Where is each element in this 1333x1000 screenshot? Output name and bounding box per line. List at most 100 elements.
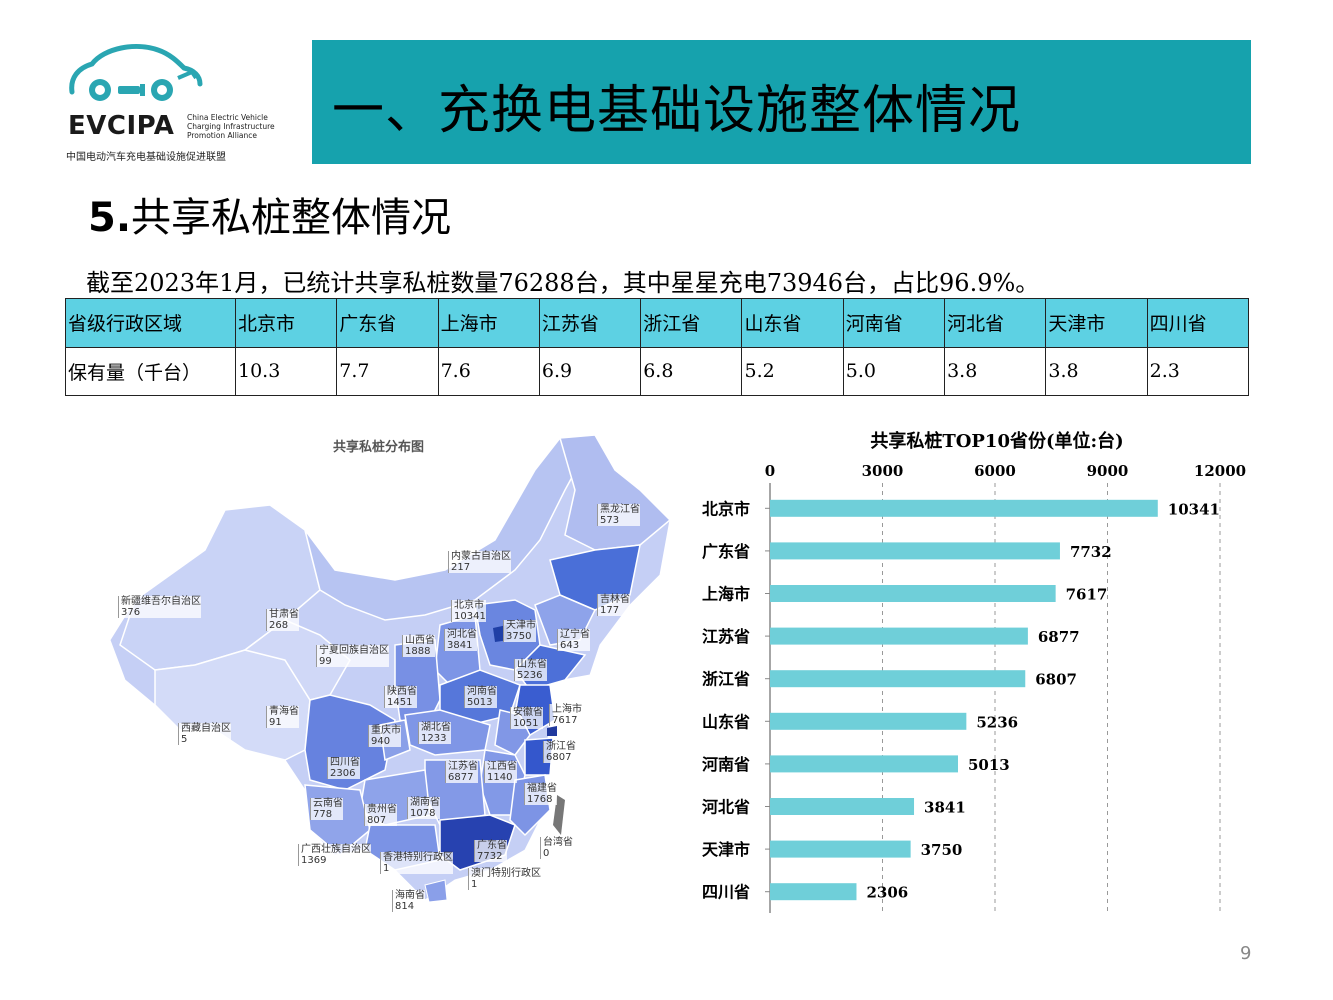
map-label-name: 海南省	[395, 890, 425, 901]
evcipa-logo: EVCIPA China Electric Vehicle Charging I…	[60, 38, 280, 168]
map-label-value: 1078	[410, 808, 436, 819]
map-label-fujian: 福建省 1768	[524, 783, 557, 805]
map-label-name: 河北省	[447, 629, 477, 640]
bar	[770, 840, 911, 858]
map-label-value: 940	[371, 736, 391, 747]
map-label-value: 1451	[387, 697, 413, 708]
map-label-liaoning: 辽宁省 643	[557, 629, 590, 651]
map-label-value: 268	[269, 620, 289, 631]
table-cell: 6.9	[538, 346, 642, 396]
logo-english-name: China Electric Vehicle Charging Infrastr…	[187, 113, 282, 140]
map-label-hubei: 湖北省 1233	[418, 722, 451, 744]
map-label-gansu: 甘肃省 268	[266, 609, 299, 631]
x-tick-label: 6000	[974, 462, 1016, 480]
chart-title: 共享私桩TOP10省份(单位:台)	[870, 430, 1123, 452]
map-label-name: 福建省	[527, 783, 557, 794]
table-cell: 5.2	[741, 346, 844, 396]
x-tick-label: 9000	[1087, 462, 1129, 480]
map-label-value: 7617	[552, 715, 578, 726]
map-label-taiwan: 台湾省 0	[540, 837, 573, 859]
map-label-inner-mongolia: 内蒙古自治区 217	[448, 551, 511, 573]
map-label-jiangsu: 江苏省 6877	[445, 761, 478, 783]
data-label: 6807	[1035, 671, 1077, 689]
map-label-zhejiang: 浙江省 6807	[543, 741, 576, 763]
x-tick-label: 3000	[862, 462, 904, 480]
data-label: 2306	[866, 884, 908, 902]
map-label-value: 807	[367, 815, 387, 826]
map-label-name: 上海市	[552, 704, 582, 715]
map-label-jilin: 吉林省 177	[597, 594, 630, 616]
map-label-hongkong: 香港特别行政区 1	[380, 852, 453, 874]
map-label-value: 1888	[405, 646, 431, 657]
map-label-qinghai: 青海省 91	[266, 706, 299, 728]
map-label-value: 10341	[454, 611, 486, 622]
header-banner: 一、充换电基础设施整体情况	[312, 40, 1251, 164]
map-label-name: 黑龙江省	[600, 504, 640, 515]
map-label-value: 573	[600, 515, 620, 526]
table-cell: 3.8	[1045, 346, 1148, 396]
map-label-value: 217	[451, 562, 471, 573]
table-header-cell: 河南省	[842, 298, 946, 348]
map-label-name: 浙江省	[546, 741, 576, 752]
bar	[770, 627, 1028, 645]
category-label: 河北省	[702, 798, 750, 817]
map-label-name: 台湾省	[543, 837, 573, 848]
bar	[770, 542, 1060, 560]
map-label-name: 湖北省	[421, 722, 451, 733]
map-label-name: 江西省	[487, 761, 517, 772]
logo-chinese-name: 中国电动汽车充电基础设施促进联盟	[66, 152, 226, 163]
bar	[770, 499, 1158, 517]
map-label-name: 重庆市	[371, 725, 401, 736]
map-label-xinjiang: 新疆维吾尔自治区 376	[118, 596, 201, 618]
map-label-value: 1051	[513, 718, 539, 729]
map-label-heilongjiang: 黑龙江省 573	[597, 504, 640, 526]
map-label-guangdong: 广东省 7732	[474, 840, 507, 862]
table-cell: 6.8	[640, 346, 743, 396]
map-label-name: 宁夏回族自治区	[319, 645, 389, 656]
map-label-sichuan: 四川省 2306	[327, 757, 360, 779]
x-tick-label: 0	[765, 462, 775, 480]
map-label-shaanxi: 陕西省 1451	[384, 686, 417, 708]
table-header-cell: 北京市	[234, 298, 338, 348]
logo-name: EVCIPA	[68, 111, 175, 141]
map-label-name: 山西省	[405, 635, 435, 646]
section-number: 5.	[88, 195, 132, 241]
map-label-guizhou: 贵州省 807	[364, 804, 397, 826]
page-title: 一、充换电基础设施整体情况	[332, 81, 1022, 141]
map-region-taiwan	[553, 795, 565, 835]
category-label: 浙江省	[702, 670, 750, 689]
map-label-value: 2306	[330, 768, 356, 779]
map-region-hainan	[424, 879, 448, 903]
map-label-name: 四川省	[330, 757, 360, 768]
table-header-cell: 四川省	[1146, 298, 1250, 348]
data-label: 3841	[924, 799, 966, 817]
map-label-shanghai: 上海市 7617	[549, 704, 582, 726]
x-tick-label: 12000	[1194, 462, 1246, 480]
bar	[770, 585, 1056, 602]
map-label-name: 广东省	[477, 840, 507, 851]
map-label-name: 澳门特别行政区	[471, 868, 541, 879]
map-label-value: 1768	[527, 794, 553, 805]
map-label-macau: 澳门特别行政区 1	[468, 868, 541, 890]
map-label-name: 天津市	[506, 620, 536, 631]
data-label: 5013	[968, 756, 1010, 774]
section-title-text: 共享私桩整体情况	[131, 195, 452, 241]
table-cell: 5.0	[842, 346, 946, 396]
map-label-shandong: 山东省 5236	[514, 659, 547, 681]
map-label-value: 1233	[421, 733, 447, 744]
map-label-hunan: 湖南省 1078	[407, 797, 440, 819]
table-cell: 2.3	[1146, 346, 1250, 396]
logo-en-line-3: Promotion Alliance	[187, 131, 258, 140]
map-label-tibet: 西藏自治区 5	[178, 723, 231, 745]
map-label-name: 河南省	[467, 686, 497, 697]
bar	[770, 798, 915, 815]
table-header-cell: 广东省	[336, 298, 439, 348]
map-label-name: 陕西省	[387, 686, 417, 697]
map-label-shanxi: 山西省 1888	[402, 635, 435, 657]
category-label: 广东省	[702, 542, 750, 561]
map-region-tibet	[154, 649, 311, 761]
map-label-tianjin: 天津市 3750	[503, 620, 536, 642]
map-label-name: 吉林省	[600, 594, 630, 605]
page-number: 9	[1240, 943, 1252, 964]
category-label: 上海市	[702, 585, 750, 604]
